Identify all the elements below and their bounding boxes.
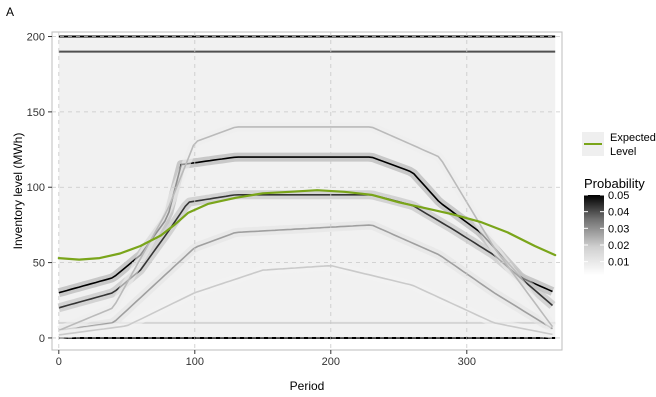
colorbar-label-3: 0.02 [608,240,629,252]
y-tick-label-50: 50 [33,258,45,270]
colorbar-label-4: 0.01 [608,257,629,269]
grid-lines [52,32,562,350]
band-middle [58,224,553,332]
x-tick-label-100: 100 [186,356,204,368]
band-upper-mid [58,194,554,309]
legend-label-expected: Expected [610,132,656,144]
expected-level-line [57,189,557,261]
colorbar-label-2: 0.03 [608,223,629,235]
x-axis-title: Period [290,379,325,393]
probability-heatmap [57,35,557,340]
expected-level-layer [57,189,557,261]
panel-tag: A [6,5,14,19]
colorbar-title: Probability [584,176,645,191]
colorbar-ticks: 0.05 0.04 0.03 0.02 0.01 [584,190,629,269]
colorbar [584,195,604,275]
colorbar-legend: Probability 0.05 0.04 0.03 0.02 0.01 [584,176,645,275]
band-low-mid [58,265,553,336]
axis-ticks: 0 100 200 300 0 50 100 150 200 [27,32,476,368]
x-tick-label-0: 0 [56,356,62,368]
y-tick-label-0: 0 [39,333,45,345]
y-tick-label-200: 200 [27,32,45,44]
y-tick-label-100: 100 [27,182,45,194]
y-axis-title: Inventory level (MWh) [11,133,25,250]
colorbar-label-1: 0.04 [608,207,629,219]
x-tick-label-200: 200 [322,356,340,368]
colorbar-label-0: 0.05 [608,190,629,202]
legend-label-level: Level [610,146,636,158]
band-high-plateau [58,126,554,332]
x-tick-label-300: 300 [458,356,476,368]
legend-expected-level: Expected Level [582,132,656,158]
y-tick-label-150: 150 [27,107,45,119]
